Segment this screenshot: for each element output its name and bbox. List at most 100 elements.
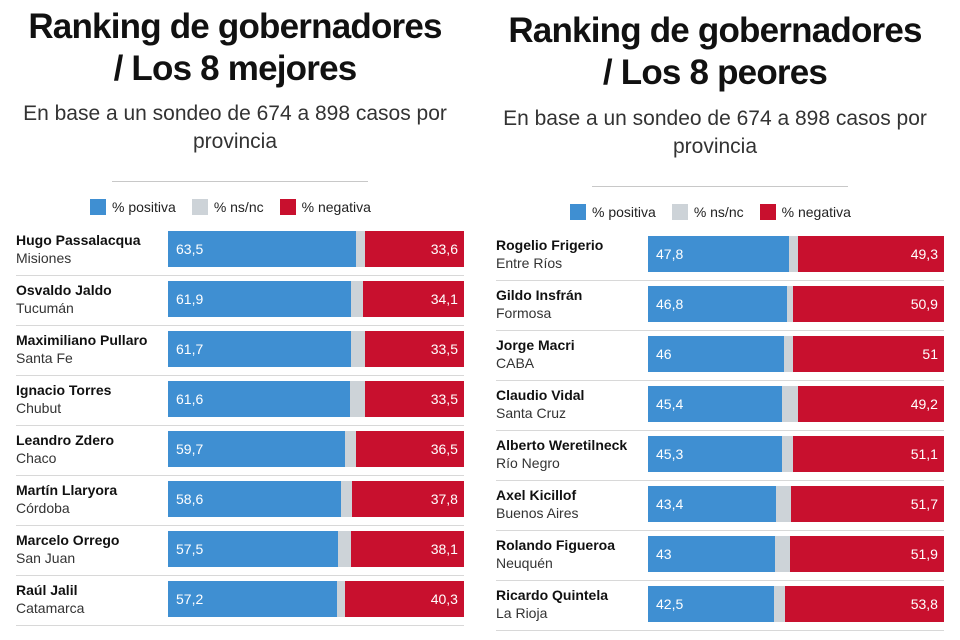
data-label: 43 xyxy=(656,546,672,562)
legend-swatch-negative xyxy=(759,204,776,220)
legend-swatch-positive xyxy=(90,199,106,215)
legend-swatch-negative xyxy=(279,199,296,215)
governor-row: Leandro Zdero Chaco 59,7 36,5 xyxy=(16,426,464,476)
bar-segment-negative: 40,3 xyxy=(344,581,464,617)
bar-segment-nsnc xyxy=(350,331,365,367)
data-label: 33,6 xyxy=(430,241,458,257)
legend-label-positive: % positiva xyxy=(112,199,176,215)
data-label: 61,6 xyxy=(176,391,204,407)
chart-subtitle-line1: En base a un sondeo de 674 a 898 casos p… xyxy=(23,102,447,125)
chart-subtitle: En base a un sondeo de 674 a 898 casos p… xyxy=(0,100,470,156)
stacked-bar: 47,8 49,3 xyxy=(648,236,944,272)
legend-label-positive: % positiva xyxy=(592,204,656,220)
bar-segment-negative: 51,7 xyxy=(790,486,944,522)
governor-row: Hugo Passalacqua Misiones 63,5 33,6 xyxy=(16,226,464,276)
chart-title-line2: / Los 8 peores xyxy=(602,53,828,92)
bar-segment-nsnc xyxy=(782,386,799,422)
data-label: 49,2 xyxy=(910,396,938,412)
bar-segment-nsnc xyxy=(355,231,365,267)
bar-segment-negative: 33,5 xyxy=(364,381,464,417)
province-name: Neuquén xyxy=(496,555,553,571)
governor-name: Ricardo Quintela xyxy=(496,587,609,603)
chart-title-line2: / Los 8 mejores xyxy=(113,49,358,88)
legend-label-nsnc: % ns/nc xyxy=(213,199,264,215)
data-label: 33,5 xyxy=(430,341,458,357)
bar-segment-positive: 42,5 xyxy=(648,586,774,622)
chart-panel-best: Ranking de gobernadores / Los 8 mejores … xyxy=(0,0,470,640)
governor-name: Leandro Zdero xyxy=(16,432,115,448)
governor-name: Axel Kicillof xyxy=(496,487,577,503)
governor-name: Raúl Jalil xyxy=(16,582,78,598)
bar-segment-positive: 47,8 xyxy=(648,236,790,272)
chart-title: Ranking de gobernadores / Los 8 peores xyxy=(480,10,950,94)
data-label: 61,7 xyxy=(176,341,204,357)
data-label: 37,8 xyxy=(430,491,458,507)
bar-segment-negative: 50,9 xyxy=(793,286,944,322)
governor-row: Alberto Weretilneck Río Negro 45,3 51,1 xyxy=(496,431,944,481)
governor-name: Marcelo Orrego xyxy=(16,532,120,548)
legend: % positiva % ns/nc % negativa xyxy=(570,204,861,220)
legend-item-negative: % negativa xyxy=(279,199,371,215)
stacked-bar: 45,3 51,1 xyxy=(648,436,944,472)
stacked-bar: 61,6 33,5 xyxy=(168,381,464,417)
stacked-bar: 63,5 33,6 xyxy=(168,231,464,267)
province-name: Formosa xyxy=(496,305,552,321)
bar-segment-positive: 61,9 xyxy=(168,281,352,317)
data-label: 43,4 xyxy=(656,496,684,512)
governor-row: Martín Llaryora Córdoba 58,6 37,8 xyxy=(16,476,464,526)
legend-swatch-nsnc xyxy=(671,204,688,220)
data-label: 51,9 xyxy=(910,546,938,562)
governor-name: Rolando Figueroa xyxy=(496,537,615,553)
legend-label-negative: % negativa xyxy=(301,199,371,215)
data-label: 34,1 xyxy=(430,291,458,307)
data-label: 45,4 xyxy=(656,396,684,412)
bar-segment-negative: 49,2 xyxy=(798,386,944,422)
bar-segment-negative: 37,8 xyxy=(352,481,464,517)
stacked-bar: 43,4 51,7 xyxy=(648,486,944,522)
data-label: 42,5 xyxy=(656,596,684,612)
governor-row: Axel Kicillof Buenos Aires 43,4 51,7 xyxy=(496,481,944,531)
bar-segment-positive: 45,3 xyxy=(648,436,783,472)
governor-row: Osvaldo Jaldo Tucumán 61,9 34,1 xyxy=(16,276,464,326)
bar-segment-positive: 57,2 xyxy=(168,581,338,617)
data-label: 38,1 xyxy=(430,541,458,557)
bar-segment-nsnc xyxy=(776,486,791,522)
province-name: Santa Fe xyxy=(16,350,73,366)
bar-segment-nsnc xyxy=(351,281,364,317)
governor-row: Marcelo Orrego San Juan 57,5 38,1 xyxy=(16,526,464,576)
bar-segment-nsnc xyxy=(341,481,353,517)
bar-segment-positive: 59,7 xyxy=(168,431,345,467)
bar-segment-nsnc xyxy=(337,581,345,617)
bar-segment-negative: 33,6 xyxy=(364,231,464,267)
governor-name: Martín Llaryora xyxy=(16,482,118,498)
data-label: 51,1 xyxy=(910,446,938,462)
data-label: 63,5 xyxy=(176,241,204,257)
stacked-bar: 42,5 53,8 xyxy=(648,586,944,622)
bar-segment-nsnc xyxy=(775,536,791,572)
governor-name: Maximiliano Pullaro xyxy=(16,332,148,348)
province-name: Entre Ríos xyxy=(496,255,563,271)
governor-name: Gildo Insfrán xyxy=(496,287,583,303)
governor-row: Gildo Insfrán Formosa 46,8 50,9 xyxy=(496,281,944,331)
bar-segment-positive: 45,4 xyxy=(648,386,783,422)
bar-segment-nsnc xyxy=(773,586,785,622)
data-label: 61,9 xyxy=(176,291,204,307)
chart-panel-worst: Ranking de gobernadores / Los 8 peores E… xyxy=(480,0,950,640)
data-label: 51,7 xyxy=(910,496,938,512)
legend-item-nsnc: % ns/nc xyxy=(671,204,744,220)
stacked-bar: 57,2 40,3 xyxy=(168,581,464,617)
bar-segment-negative: 51,1 xyxy=(792,436,944,472)
legend: % positiva % ns/nc % negativa xyxy=(90,199,381,215)
province-name: Santa Cruz xyxy=(496,405,567,421)
province-name: Tucumán xyxy=(16,300,74,316)
bar-segment-positive: 63,5 xyxy=(168,231,356,267)
stacked-bar: 46,8 50,9 xyxy=(648,286,944,322)
bar-segment-positive: 58,6 xyxy=(168,481,342,517)
chart-subtitle-line2: provincia xyxy=(192,130,278,153)
data-label: 45,3 xyxy=(656,446,684,462)
province-name: Chaco xyxy=(16,450,57,466)
data-label: 47,8 xyxy=(656,246,684,262)
governor-name: Jorge Macri xyxy=(496,337,575,353)
bar-segment-nsnc xyxy=(786,286,794,322)
bar-segment-negative: 36,5 xyxy=(355,431,464,467)
